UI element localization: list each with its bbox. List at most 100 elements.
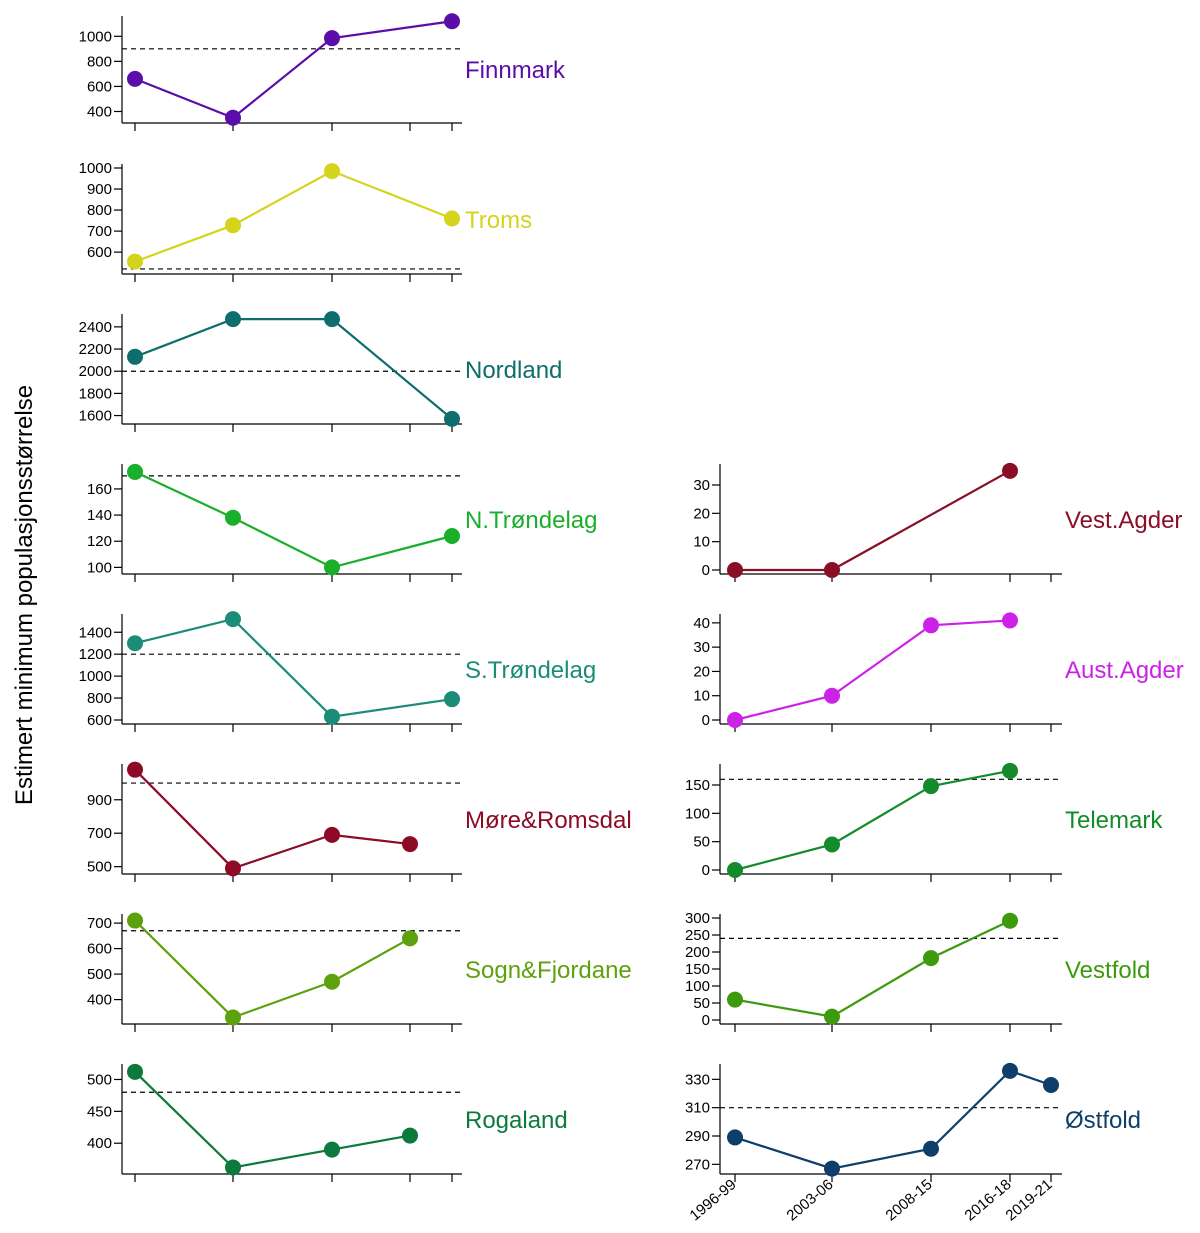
- y-tick-label-150: 150: [685, 777, 710, 794]
- series-line: [734, 1069, 1052, 1170]
- y-tick-label-1000: 1000: [79, 160, 112, 177]
- data-point-1996-99: [727, 991, 743, 1008]
- y-tick-label-0: 0: [702, 712, 710, 729]
- panel-label: Aust.Agder: [1065, 657, 1184, 684]
- data-point-2003-06: [824, 687, 840, 704]
- y-tick-label-160: 160: [87, 481, 112, 498]
- data-point-2003-06: [824, 1160, 840, 1177]
- y-tick-label-700: 700: [87, 915, 112, 932]
- y-tick-label-1000: 1000: [79, 668, 112, 685]
- y-tick-label-1200: 1200: [79, 646, 112, 663]
- panel-label: Møre&Romsdal: [465, 807, 632, 834]
- x-tick-label-2003-06: 2003-06: [783, 1176, 836, 1224]
- y-tick-label-300: 300: [685, 910, 710, 927]
- panel-label: Vest.Agder: [1065, 507, 1182, 534]
- data-point-2016-18: [1002, 762, 1018, 779]
- data-point-2003-06: [225, 217, 241, 234]
- y-tick-label-30: 30: [693, 639, 710, 656]
- y-tick-label-900: 900: [87, 181, 112, 198]
- y-tick-label-1400: 1400: [79, 624, 112, 641]
- data-point-2008-15: [324, 559, 340, 576]
- y-tick-label-20: 20: [693, 663, 710, 680]
- data-point-1996-99: [127, 463, 143, 480]
- y-tick-label-2200: 2200: [79, 341, 112, 358]
- y-tick-label-900: 900: [87, 792, 112, 809]
- y-tick-label-2000: 2000: [79, 363, 112, 380]
- panel-label: Finnmark: [465, 57, 566, 84]
- y-tick-label-0: 0: [702, 1012, 710, 1029]
- y-tick-label-100: 100: [87, 559, 112, 576]
- data-point-2016-18: [402, 1127, 418, 1144]
- y-tick-label-50: 50: [693, 834, 710, 851]
- y-axis-label: Estimert minimum populasjonsstørrelse: [11, 385, 38, 805]
- panel-nordland: 1600 1800 2000 2200 2400 Nordland: [79, 311, 562, 432]
- data-point-1996-99: [127, 635, 143, 652]
- series-line: [134, 1071, 411, 1169]
- data-point-2003-06: [225, 1159, 241, 1176]
- panel-label: Vestfold: [1065, 957, 1150, 984]
- series-line: [734, 619, 1011, 722]
- panel-n-trøndelag: 100 120 140 160 N.Trøndelag: [87, 463, 598, 582]
- x-tick-label-1996-99: 1996-99: [686, 1176, 739, 1224]
- series-line: [134, 20, 453, 120]
- y-tick-label-2400: 2400: [79, 319, 112, 336]
- data-point-2003-06: [225, 860, 241, 877]
- series-line: [734, 769, 1011, 872]
- y-tick-label-600: 600: [87, 244, 112, 261]
- data-point-2008-15: [324, 311, 340, 328]
- data-point-1996-99: [727, 712, 743, 728]
- panel-label: Nordland: [465, 357, 562, 384]
- y-tick-label-330: 330: [685, 1071, 710, 1088]
- data-point-2003-06: [225, 1009, 241, 1026]
- y-tick-label-290: 290: [685, 1128, 710, 1145]
- y-tick-label-400: 400: [87, 992, 112, 1009]
- data-point-2008-15: [923, 950, 939, 967]
- panel-label: S.Trøndelag: [465, 657, 596, 684]
- data-point-2019-21: [444, 13, 460, 30]
- data-point-2008-15: [324, 163, 340, 180]
- data-point-1996-99: [127, 912, 143, 929]
- y-tick-label-600: 600: [87, 941, 112, 958]
- data-point-1996-99: [127, 761, 143, 778]
- y-tick-label-20: 20: [693, 505, 710, 522]
- data-point-2008-15: [923, 1140, 939, 1157]
- panel-s-trøndelag: 600 800 1000 1200 1400 S.Trøndelag: [79, 611, 596, 732]
- data-point-2008-15: [923, 778, 939, 795]
- data-point-2008-15: [324, 973, 340, 990]
- data-point-2003-06: [225, 311, 241, 328]
- panel-sogn-fjordane: 400 500 600 700 Sogn&Fjordane: [87, 912, 632, 1032]
- y-tick-label-100: 100: [685, 978, 710, 995]
- data-point-2008-15: [324, 30, 340, 47]
- panel-møre-romsdal: 500 700 900 Møre&Romsdal: [87, 761, 632, 882]
- data-point-2008-15: [923, 617, 939, 634]
- y-tick-label-800: 800: [87, 53, 112, 70]
- data-point-1996-99: [127, 348, 143, 365]
- y-tick-label-310: 310: [685, 1100, 710, 1117]
- x-tick-label-2008-15: 2008-15: [882, 1176, 935, 1224]
- y-tick-label-50: 50: [693, 995, 710, 1012]
- data-point-2019-21: [444, 210, 460, 227]
- panel-label: Østfold: [1065, 1107, 1141, 1134]
- y-tick-label-0: 0: [702, 562, 710, 579]
- data-point-2016-18: [1002, 912, 1018, 929]
- panel-vest-agder: 0 10 20 30 Vest.Agder: [693, 462, 1182, 582]
- y-tick-label-450: 450: [87, 1103, 112, 1120]
- data-point-2008-15: [324, 708, 340, 725]
- data-point-1996-99: [127, 253, 143, 270]
- series-line: [134, 318, 453, 420]
- panel-aust-agder: 0 10 20 30 40 Aust.Agder: [693, 612, 1184, 732]
- y-tick-label-0: 0: [702, 862, 710, 879]
- data-point-2016-18: [402, 930, 418, 947]
- y-tick-label-250: 250: [685, 927, 710, 944]
- data-point-1996-99: [727, 1129, 743, 1146]
- panel-label: Telemark: [1065, 807, 1163, 834]
- y-tick-label-30: 30: [693, 477, 710, 494]
- data-point-2019-21: [444, 410, 460, 427]
- panel-troms: 600 700 800 900 1000 Troms: [79, 160, 532, 282]
- series-line: [735, 469, 1011, 572]
- data-point-1996-99: [727, 862, 743, 878]
- series-line: [134, 470, 453, 569]
- data-point-2003-06: [225, 611, 241, 628]
- y-axis-label-container: Estimert minimum populasjonsstørrelse: [11, 385, 38, 805]
